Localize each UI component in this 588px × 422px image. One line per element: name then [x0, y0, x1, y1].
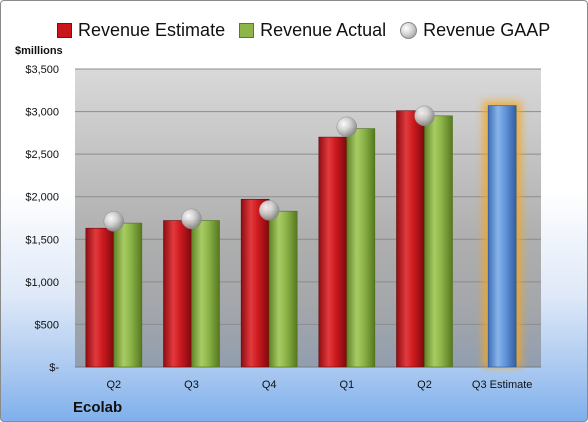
gaap-marker — [103, 211, 125, 232]
bar-revenue-actual — [191, 220, 220, 368]
company-name: Ecolab — [73, 399, 123, 416]
x-tick-label: Q2 — [417, 379, 432, 391]
bar-revenue-estimate — [85, 227, 115, 368]
bar-revenue-actual — [346, 128, 376, 368]
x-tick-label: Q3 Estimate — [472, 379, 533, 391]
x-tick-label: Q3 — [184, 379, 199, 391]
bar-revenue-estimate — [240, 198, 270, 368]
gaap-markers — [103, 105, 435, 232]
legend-swatch-gaap — [400, 21, 418, 39]
legend-item-actual: Revenue Actual — [239, 20, 386, 41]
y-tick-label: $2,000 — [25, 192, 59, 204]
y-tick-label: $3,000 — [25, 107, 59, 119]
y-tick-label: $- — [49, 362, 59, 374]
gaap-marker — [336, 116, 358, 138]
y-tick-label: $1,000 — [25, 277, 59, 289]
gridlines — [75, 68, 541, 325]
y-tick-label: $2,500 — [25, 149, 59, 161]
legend-item-gaap: Revenue GAAP — [400, 20, 550, 41]
x-tick-label: Q2 — [106, 379, 121, 391]
y-tick-label: $1,500 — [25, 234, 59, 246]
plot-area — [75, 69, 541, 367]
gaap-marker — [414, 105, 435, 127]
legend-item-estimate: Revenue Estimate — [57, 20, 225, 41]
legend-swatch-estimate — [57, 22, 72, 38]
x-tick-label: Q4 — [262, 379, 277, 391]
x-tick-label: Q1 — [339, 379, 354, 391]
bar-revenue-estimate — [396, 110, 425, 368]
legend-swatch-actual — [239, 22, 255, 38]
bar-revenue-actual — [424, 115, 453, 368]
legend-label-actual: Revenue Actual — [260, 19, 387, 40]
gaap-marker — [181, 208, 202, 230]
bar-forecast — [487, 105, 517, 368]
gaap-marker — [258, 200, 280, 221]
legend-label-estimate: Revenue Estimate — [78, 19, 226, 40]
bar-revenue-actual — [268, 210, 298, 368]
y-tick-label: $3,500 — [25, 64, 59, 76]
y-axis-unit-label: $millions — [15, 45, 63, 57]
axes: $- $500 $1,000 $1,500 $2,000 $2,500 $3,000 $3,5… — [25, 64, 541, 391]
bar-revenue-actual — [113, 222, 143, 368]
legend-label-gaap: Revenue GAAP — [423, 19, 551, 40]
y-tick-label: $500 — [35, 319, 59, 331]
legend: Revenue Estimate Revenue Actual Revenue … — [57, 17, 564, 43]
bar-revenue-estimate — [163, 220, 192, 368]
bar-revenue-estimate — [318, 136, 348, 368]
bars — [85, 101, 522, 368]
